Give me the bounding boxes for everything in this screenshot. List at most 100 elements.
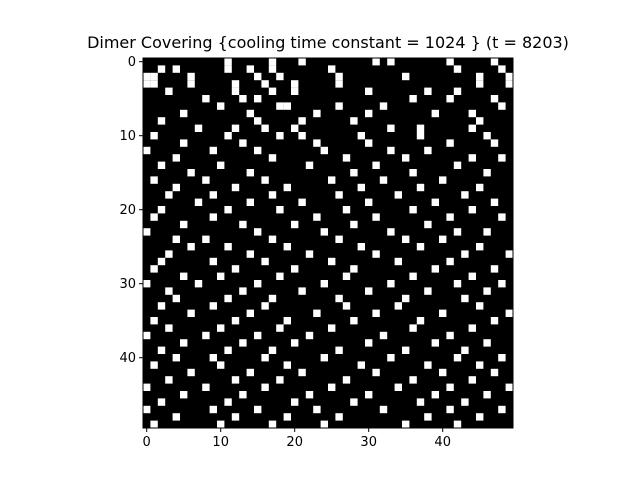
heatmap-cell: [505, 72, 513, 81]
heatmap-cell: [365, 139, 373, 147]
heatmap-cell: [402, 235, 410, 243]
heatmap-cell: [483, 287, 491, 295]
heatmap-cell: [224, 346, 232, 354]
heatmap-cell: [342, 154, 351, 162]
heatmap-cell: [202, 331, 210, 340]
x-tick-label: 10: [212, 435, 229, 450]
heatmap-cell: [350, 398, 358, 406]
heatmap-cell: [476, 302, 484, 310]
heatmap-cell: [217, 272, 225, 280]
heatmap-cell: [231, 413, 240, 421]
heatmap-cell: [180, 139, 188, 147]
heatmap-cell: [416, 183, 425, 192]
heatmap-cell: [165, 376, 173, 384]
heatmap-cell: [424, 413, 432, 421]
heatmap-cell: [268, 65, 277, 73]
heatmap-cell: [157, 346, 166, 354]
heatmap-cell: [231, 317, 240, 325]
heatmap-cell: [194, 280, 203, 288]
heatmap-cell: [498, 354, 506, 362]
heatmap-cell: [187, 72, 195, 81]
heatmap-cell: [276, 272, 284, 280]
heatmap-cell: [476, 183, 484, 192]
heatmap-cell: [217, 361, 225, 369]
heatmap-cell: [305, 161, 314, 169]
heatmap-cell: [350, 265, 358, 273]
heatmap-cell: [402, 72, 410, 81]
heatmap-cell: [231, 183, 240, 192]
heatmap-cell: [202, 95, 210, 103]
heatmap-plot-area: [142, 57, 514, 429]
heatmap-cell: [431, 391, 439, 399]
heatmap-cell: [268, 87, 277, 95]
heatmap-cell: [180, 391, 188, 399]
heatmap-cell: [202, 235, 210, 243]
x-tick-label: 0: [143, 435, 151, 450]
heatmap-cell: [453, 280, 462, 288]
heatmap-cell: [202, 383, 210, 391]
heatmap-cell: [172, 65, 180, 73]
heatmap-cell: [320, 228, 328, 236]
heatmap-cell: [365, 87, 373, 95]
heatmap-cell: [261, 354, 269, 362]
heatmap-cell: [394, 257, 402, 266]
heatmap-cell: [157, 65, 166, 73]
heatmap-cell: [387, 146, 395, 155]
heatmap-cell: [298, 198, 306, 206]
heatmap-cell: [313, 213, 321, 221]
heatmap-cell: [172, 294, 180, 303]
heatmap-cell: [409, 272, 417, 280]
heatmap-cell: [416, 124, 425, 132]
heatmap-cell: [143, 331, 151, 340]
heatmap-cell: [231, 376, 240, 384]
heatmap-cell: [224, 206, 232, 214]
heatmap-cell: [172, 235, 180, 243]
heatmap-cell: [483, 339, 491, 347]
heatmap-cell: [439, 176, 447, 184]
heatmap-cell: [409, 169, 417, 177]
heatmap-cell: [165, 287, 173, 295]
heatmap-cell: [254, 146, 262, 155]
heatmap-cell: [209, 354, 217, 362]
heatmap-cell: [224, 58, 232, 66]
heatmap-cell: [143, 146, 151, 155]
heatmap-cell: [217, 324, 225, 332]
heatmap-cell: [239, 391, 247, 399]
heatmap-cell: [231, 265, 240, 273]
heatmap-cell: [365, 339, 373, 347]
heatmap-cell: [157, 161, 166, 169]
axes-frame: [142, 57, 514, 429]
heatmap-cell: [224, 65, 232, 73]
heatmap-cell: [268, 235, 277, 243]
heatmap-cell: [394, 383, 402, 391]
heatmap-cell: [150, 132, 158, 140]
heatmap-cell: [305, 331, 314, 340]
heatmap-cell: [498, 102, 506, 110]
heatmap-cell: [490, 139, 499, 147]
heatmap-cell: [239, 220, 247, 229]
heatmap-cell: [150, 361, 158, 369]
heatmap-cell: [246, 169, 254, 177]
heatmap-cell: [268, 346, 277, 354]
heatmap-cell: [365, 198, 373, 206]
heatmap-cell: [239, 339, 247, 347]
heatmap-cell: [453, 87, 462, 95]
heatmap-cell: [498, 405, 506, 414]
heatmap-cell: [328, 324, 336, 332]
heatmap-cell: [172, 183, 180, 192]
heatmap-cell: [231, 87, 240, 95]
heatmap-cell: [461, 398, 469, 406]
heatmap-cell: [320, 354, 328, 362]
heatmap-cell: [424, 220, 432, 229]
heatmap-cell: [291, 398, 299, 406]
heatmap-cell: [483, 228, 491, 236]
y-tick-label: 30: [119, 277, 136, 292]
y-tick-label: 40: [119, 351, 136, 366]
heatmap-cell: [291, 220, 299, 229]
heatmap-cell: [416, 317, 425, 325]
heatmap-cell: [150, 420, 158, 428]
heatmap-cell: [446, 257, 454, 266]
heatmap-cell: [476, 243, 484, 251]
heatmap-cell: [313, 405, 321, 414]
